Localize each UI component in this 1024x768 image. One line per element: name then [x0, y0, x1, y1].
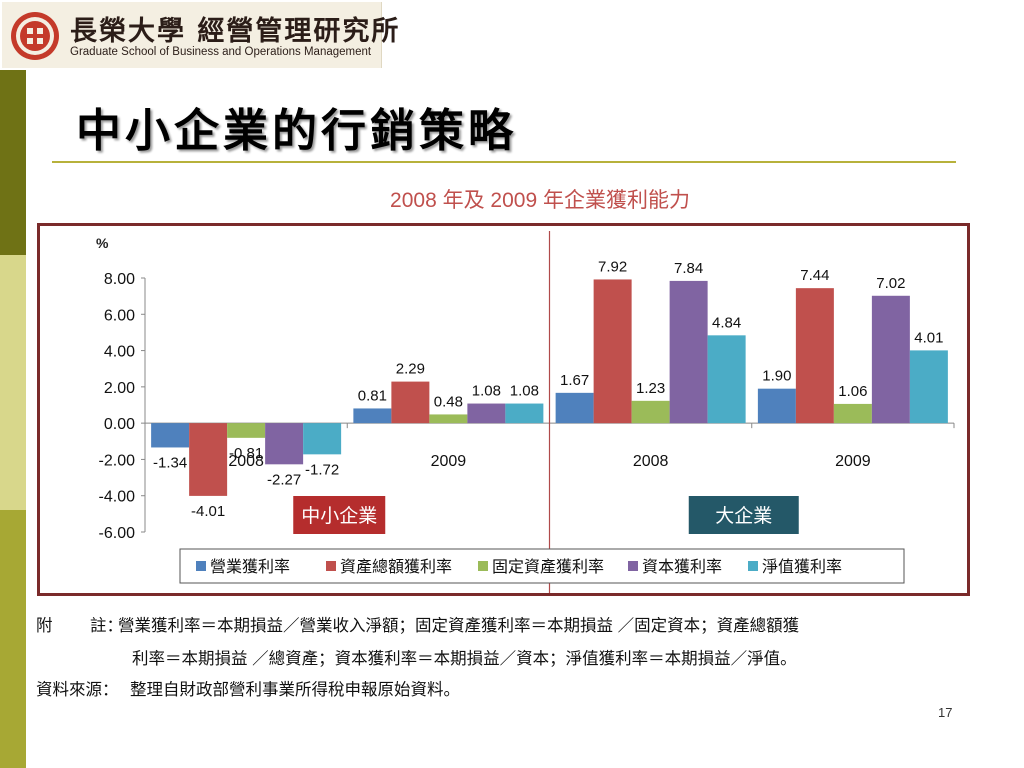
- legend-swatch: [748, 561, 758, 571]
- bar-資本獲利率: [467, 403, 506, 424]
- logo-chinese-name: 長榮大學 經營管理研究所: [70, 16, 401, 47]
- data-label: 7.84: [674, 260, 703, 277]
- x-tick-label-year: 2008: [633, 453, 669, 470]
- chart-frame: % 8.00 6.00 4.00 2.00 0.00 -2.00 -4.00 -6.00 -1.3…: [37, 223, 970, 596]
- data-label: 7.92: [598, 258, 627, 275]
- page-number: 17: [938, 705, 953, 720]
- legend-swatch: [628, 561, 638, 571]
- data-label: 2.29: [396, 361, 425, 378]
- data-label: 0.48: [434, 393, 463, 410]
- group-label-box: [688, 496, 799, 534]
- y-tick-label: 2.00: [104, 380, 135, 397]
- bar-淨值獲利率: [505, 403, 544, 424]
- profitability-chart: % 8.00 6.00 4.00 2.00 0.00 -2.00 -4.00 -6.00 -1.3…: [96, 231, 955, 593]
- bar-淨值獲利率: [707, 335, 746, 424]
- left-strip-light: [0, 255, 26, 510]
- group-label: 中小企業: [301, 505, 377, 527]
- bar-固定資產獲利率: [833, 403, 872, 424]
- chart-title: 2008 年及 2009 年企業獲利能力: [390, 189, 690, 212]
- slide-title: 中小企業的行銷策略: [76, 104, 518, 157]
- data-label: -0.81: [229, 445, 263, 462]
- data-label: 7.44: [800, 267, 829, 284]
- legend-label: 資產總額獲利率: [340, 558, 452, 576]
- legend-label: 固定資產獲利率: [492, 558, 604, 576]
- note-label: 附: [36, 617, 53, 635]
- bar-固定資產獲利率: [429, 414, 468, 424]
- y-tick-label: 4.00: [104, 344, 135, 361]
- note-line-1: 營業獲利率＝本期損益／營業收入淨額；固定資產獲利率＝本期損益 ／固定資本；資產總…: [118, 617, 800, 635]
- bar-營業獲利率: [757, 388, 796, 424]
- data-label: 1.06: [838, 383, 867, 400]
- note-label-2: 註：: [90, 617, 123, 635]
- legend-swatch: [326, 561, 336, 571]
- bar-資產總額獲利率: [593, 279, 632, 424]
- note-line-2: 利率＝本期損益 ／總資產；資本獲利率＝本期損益／資本；淨值獲利率＝本期損益／淨值…: [132, 650, 797, 668]
- y-tick-label: -2.00: [99, 452, 136, 469]
- data-label: 1.67: [560, 372, 589, 389]
- bar-資產總額獲利率: [795, 288, 834, 424]
- bar-資本獲利率: [265, 423, 304, 465]
- x-tick-label-year: 2008: [228, 453, 264, 470]
- y-tick-label: 6.00: [104, 307, 135, 324]
- y-tick-label: -6.00: [99, 525, 136, 542]
- bar-營業獲利率: [151, 423, 190, 448]
- legend-label: 資本獲利率: [642, 558, 722, 576]
- data-label: 1.08: [510, 383, 539, 400]
- bar-淨值獲利率: [303, 423, 342, 455]
- bar-固定資產獲利率: [227, 423, 266, 438]
- data-label: 4.01: [914, 329, 943, 346]
- y-tick-label: -4.00: [99, 489, 136, 506]
- x-tick-label-year: 2009: [835, 453, 871, 470]
- data-label: 1.90: [762, 368, 791, 385]
- x-tick-label-year: 2009: [431, 453, 467, 470]
- legend-box: [179, 548, 905, 584]
- bar-資本獲利率: [871, 295, 910, 424]
- bar-資產總額獲利率: [391, 381, 430, 424]
- logo-english-name: Graduate School of Business and Operatio…: [70, 46, 372, 58]
- bar-資本獲利率: [669, 280, 708, 424]
- left-strip-mid: [0, 510, 26, 768]
- bar-淨值獲利率: [909, 350, 948, 424]
- bar-營業獲利率: [353, 408, 392, 424]
- y-tick-label: 0.00: [104, 416, 135, 433]
- title-divider: [52, 161, 956, 163]
- legend-label: 淨值獲利率: [762, 558, 842, 576]
- data-label: 1.23: [636, 380, 665, 397]
- bar-固定資產獲利率: [631, 400, 670, 424]
- data-label: -1.72: [305, 461, 339, 478]
- group-label-box: [293, 496, 386, 534]
- left-strip-dark: [0, 70, 26, 255]
- bar-資產總額獲利率: [189, 423, 228, 496]
- bar-營業獲利率: [555, 392, 594, 424]
- university-logo: 長榮大學 經營管理研究所 Graduate School of Business…: [2, 2, 398, 68]
- y-tick-label: 8.00: [104, 271, 135, 288]
- group-label: 大企業: [715, 505, 772, 527]
- data-label: -1.34: [153, 454, 187, 471]
- data-label: 1.08: [472, 383, 501, 400]
- y-axis-unit: %: [96, 235, 109, 251]
- data-label: -4.01: [191, 503, 225, 520]
- source-text: 整理自財政部營利事業所得稅申報原始資料。: [130, 681, 460, 699]
- legend-swatch: [196, 561, 206, 571]
- data-label: 4.84: [712, 314, 741, 331]
- source-label: 資料來源：: [36, 681, 119, 699]
- data-label: 0.81: [358, 387, 387, 404]
- data-label: 7.02: [876, 275, 905, 292]
- legend-label: 營業獲利率: [210, 558, 290, 576]
- legend-swatch: [478, 561, 488, 571]
- data-label: -2.27: [267, 471, 301, 488]
- university-seal-icon: [11, 12, 59, 60]
